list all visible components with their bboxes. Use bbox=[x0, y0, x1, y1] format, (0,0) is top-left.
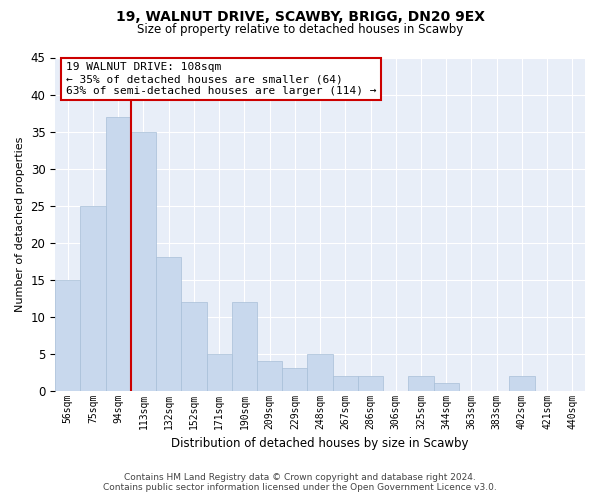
Y-axis label: Number of detached properties: Number of detached properties bbox=[15, 136, 25, 312]
Text: 19, WALNUT DRIVE, SCAWBY, BRIGG, DN20 9EX: 19, WALNUT DRIVE, SCAWBY, BRIGG, DN20 9E… bbox=[115, 10, 485, 24]
Text: Contains HM Land Registry data © Crown copyright and database right 2024.
Contai: Contains HM Land Registry data © Crown c… bbox=[103, 473, 497, 492]
Bar bbox=[80, 206, 106, 390]
Bar bbox=[358, 376, 383, 390]
Bar bbox=[307, 354, 332, 391]
Bar bbox=[106, 116, 131, 390]
Bar bbox=[55, 280, 80, 390]
Bar bbox=[206, 354, 232, 391]
Text: Size of property relative to detached houses in Scawby: Size of property relative to detached ho… bbox=[137, 22, 463, 36]
X-axis label: Distribution of detached houses by size in Scawby: Distribution of detached houses by size … bbox=[172, 437, 469, 450]
Bar bbox=[509, 376, 535, 390]
Bar bbox=[131, 132, 156, 390]
Bar bbox=[409, 376, 434, 390]
Text: 19 WALNUT DRIVE: 108sqm
← 35% of detached houses are smaller (64)
63% of semi-de: 19 WALNUT DRIVE: 108sqm ← 35% of detache… bbox=[66, 62, 376, 96]
Bar bbox=[257, 361, 282, 390]
Bar bbox=[232, 302, 257, 390]
Bar bbox=[156, 258, 181, 390]
Bar bbox=[282, 368, 307, 390]
Bar bbox=[181, 302, 206, 390]
Bar bbox=[434, 383, 459, 390]
Bar bbox=[332, 376, 358, 390]
